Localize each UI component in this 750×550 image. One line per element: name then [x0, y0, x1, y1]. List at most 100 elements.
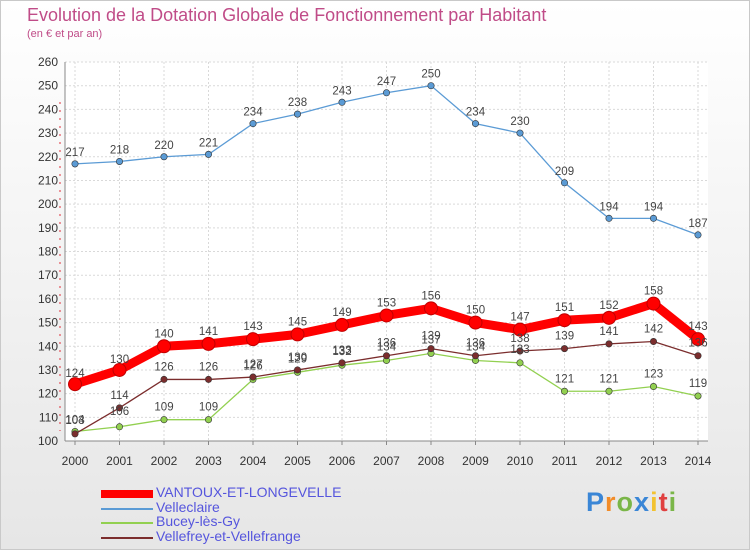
- y-tick-label: 150: [38, 316, 58, 330]
- y-tick-label: 220: [38, 150, 58, 164]
- data-label: 138: [510, 333, 529, 345]
- data-label: 134: [466, 341, 486, 353]
- data-label: 119: [689, 378, 707, 390]
- series-point: [557, 313, 572, 328]
- series-point: [471, 120, 479, 128]
- data-label: 132: [332, 346, 351, 358]
- legend-swatch: [101, 507, 153, 510]
- data-label: 147: [510, 312, 529, 324]
- logo-letter: x: [634, 487, 651, 517]
- chart-plot: 1001101201301401501601701801902002102202…: [38, 55, 712, 468]
- data-label: 106: [110, 406, 129, 418]
- y-tick-label: 170: [38, 268, 58, 282]
- data-label: 142: [644, 324, 663, 336]
- data-label: 136: [377, 338, 396, 350]
- series-point: [379, 308, 394, 323]
- legend-label: Velleclaire: [156, 498, 220, 515]
- series-point: [112, 362, 127, 377]
- series-point: [649, 214, 657, 222]
- series-point: [516, 347, 524, 355]
- legend-label: Bucey-lès-Gy: [156, 513, 241, 529]
- legend-swatch: [101, 490, 153, 498]
- x-tick-label: 2003: [195, 454, 222, 468]
- data-label: 126: [243, 360, 262, 372]
- series-point: [293, 366, 301, 374]
- series-point: [249, 120, 257, 128]
- data-label: 136: [688, 338, 707, 350]
- series-point: [246, 332, 260, 347]
- x-tick-label: 2001: [106, 454, 133, 468]
- data-label: 156: [421, 290, 440, 302]
- series-point: [646, 296, 661, 311]
- axis-layer: 1001101201301401501601701801902002102202…: [38, 55, 712, 468]
- data-label: 234: [466, 107, 486, 119]
- data-label: 137: [421, 334, 440, 346]
- legend-swatch: [101, 536, 153, 539]
- series-point: [382, 89, 390, 97]
- series-point: [468, 315, 483, 330]
- series-point: [160, 416, 168, 424]
- data-label: 126: [199, 361, 218, 373]
- series-point: [691, 332, 705, 347]
- data-label: 151: [555, 302, 574, 314]
- series-point: [605, 214, 613, 222]
- legend-label: Vellefrey-et-Vellefrange: [156, 527, 301, 544]
- x-tick-label: 2008: [418, 454, 445, 468]
- series-point: [602, 310, 616, 325]
- data-label: 221: [199, 137, 218, 149]
- y-tick-label: 190: [38, 221, 58, 235]
- data-label: 234: [243, 107, 263, 119]
- data-label: 104: [65, 415, 85, 427]
- series-point: [116, 423, 124, 431]
- series-point: [160, 375, 168, 383]
- legend-label: VANTOUX-ET-LONGEVELLE: [156, 484, 342, 500]
- y-tick-label: 230: [38, 126, 58, 140]
- data-label: 145: [288, 316, 307, 328]
- series-point: [205, 416, 213, 424]
- data-label: 143: [243, 321, 262, 333]
- data-label: 217: [65, 147, 84, 159]
- series-point: [201, 336, 216, 351]
- data-label: 140: [154, 328, 173, 340]
- series-point: [71, 430, 79, 438]
- data-label: 150: [466, 305, 485, 317]
- x-tick-label: 2010: [507, 454, 534, 468]
- series-point: [424, 301, 438, 316]
- data-label: 243: [332, 85, 351, 97]
- series-point: [649, 383, 657, 391]
- data-label: 103: [65, 415, 84, 427]
- data-label: 230: [510, 116, 529, 128]
- x-tick-label: 2014: [685, 454, 712, 468]
- data-label: 158: [644, 286, 663, 298]
- logo-letter: o: [616, 487, 635, 517]
- y-tick-label: 110: [39, 410, 58, 424]
- data-label: 133: [510, 344, 529, 356]
- series-point: [293, 110, 301, 118]
- series-point: [649, 338, 657, 346]
- data-label: 194: [599, 201, 619, 213]
- data-label: 121: [555, 373, 574, 385]
- series-point: [338, 359, 346, 367]
- data-label: 153: [377, 297, 396, 309]
- data-label: 129: [288, 353, 307, 365]
- series-point: [68, 377, 82, 392]
- y-tick-label: 180: [38, 245, 58, 259]
- label-layer: 217 218 220 221 234 238 243 247 250 234 230 209 194 1…: [65, 69, 707, 427]
- series-point: [427, 345, 435, 353]
- series-point: [205, 150, 213, 158]
- data-label: 123: [644, 369, 663, 381]
- chart-subtitle: (en € et par an): [27, 28, 103, 40]
- data-label: 121: [599, 373, 618, 385]
- series-point: [605, 340, 613, 348]
- series-point: [335, 317, 349, 332]
- data-label: 109: [199, 402, 218, 414]
- series-layer: [68, 82, 705, 438]
- series-point: [513, 322, 527, 337]
- y-tick-label: 240: [38, 102, 58, 116]
- data-label: 136: [466, 338, 485, 350]
- y-tick-label: 250: [38, 79, 58, 93]
- data-label: 127: [243, 359, 262, 371]
- x-tick-label: 2011: [552, 454, 578, 468]
- series-point: [205, 375, 213, 383]
